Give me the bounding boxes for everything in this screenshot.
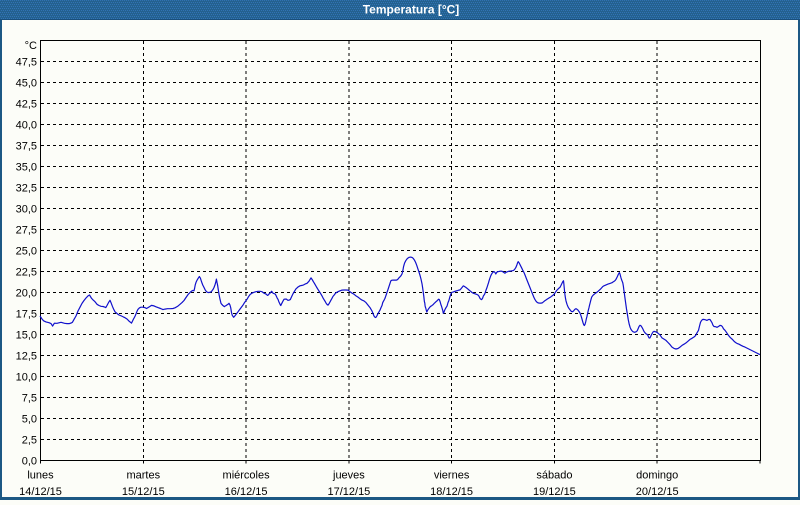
svg-text:40,0: 40,0	[16, 120, 37, 132]
svg-text:12,5: 12,5	[16, 351, 37, 363]
svg-text:17,5: 17,5	[16, 309, 37, 321]
svg-text:2,5: 2,5	[22, 435, 37, 447]
svg-text:14/12/15: 14/12/15	[19, 486, 62, 498]
svg-text:27,5: 27,5	[16, 225, 37, 237]
svg-text:37,5: 37,5	[16, 141, 37, 153]
svg-text:32,5: 32,5	[16, 183, 37, 195]
svg-text:42,5: 42,5	[16, 99, 37, 111]
svg-text:19/12/15: 19/12/15	[533, 486, 576, 498]
svg-text:0,0: 0,0	[22, 456, 37, 468]
svg-text:7,5: 7,5	[22, 393, 37, 405]
svg-text:45,0: 45,0	[16, 78, 37, 90]
svg-text:5,0: 5,0	[22, 414, 37, 426]
svg-text:viernes: viernes	[434, 470, 470, 482]
svg-text:25,0: 25,0	[16, 246, 37, 258]
svg-text:jueves: jueves	[332, 470, 365, 482]
svg-text:domingo: domingo	[636, 470, 678, 482]
svg-text:Temperatura [°C]: Temperatura [°C]	[363, 2, 460, 16]
svg-text:47,5: 47,5	[16, 57, 37, 69]
svg-text:°C: °C	[25, 40, 37, 52]
svg-text:16/12/15: 16/12/15	[225, 486, 268, 498]
svg-text:15,0: 15,0	[16, 330, 37, 342]
svg-text:miércoles: miércoles	[223, 470, 271, 482]
svg-text:35,0: 35,0	[16, 162, 37, 174]
svg-text:martes: martes	[126, 470, 160, 482]
svg-text:10,0: 10,0	[16, 372, 37, 384]
svg-text:22,5: 22,5	[16, 267, 37, 279]
svg-text:sábado: sábado	[536, 470, 572, 482]
svg-text:17/12/15: 17/12/15	[327, 486, 370, 498]
svg-text:lunes: lunes	[27, 470, 54, 482]
svg-text:20,0: 20,0	[16, 288, 37, 300]
svg-text:15/12/15: 15/12/15	[122, 486, 165, 498]
svg-text:18/12/15: 18/12/15	[430, 486, 473, 498]
svg-text:30,0: 30,0	[16, 204, 37, 216]
svg-text:20/12/15: 20/12/15	[636, 486, 679, 498]
